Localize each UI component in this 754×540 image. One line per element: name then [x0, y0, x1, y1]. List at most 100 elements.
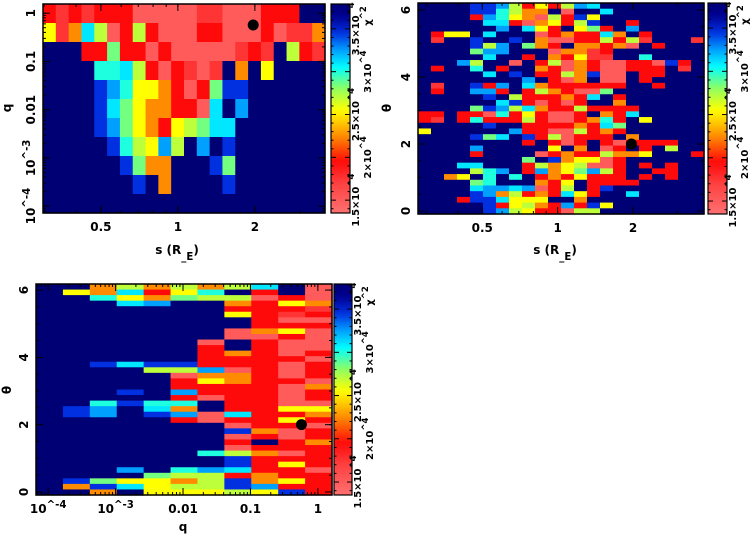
heatmap-cell: [483, 77, 497, 84]
heatmap-cell: [43, 137, 57, 157]
heatmap-cell: [107, 42, 121, 62]
heatmap-cell: [251, 422, 279, 429]
heatmap-cell: [312, 137, 326, 157]
heatmap-cell: [145, 23, 159, 43]
heatmap-cell: [574, 168, 588, 175]
heatmap-cell: [116, 333, 145, 341]
heatmap-cell: [305, 433, 333, 441]
heatmap-cell: [509, 14, 523, 21]
heatmap-cell: [224, 356, 252, 363]
heatmap-cell: [197, 378, 225, 385]
heatmap-cell: [509, 139, 523, 147]
heatmap-cell: [224, 311, 252, 318]
heatmap-cell: [418, 191, 432, 198]
y-tick-label: 0: [399, 207, 413, 215]
heatmap-cell: [665, 82, 679, 90]
heatmap-cell: [197, 350, 225, 357]
heatmap-cell: [116, 400, 145, 407]
heatmap-cell: [639, 94, 653, 101]
heatmap-cell: [665, 31, 679, 38]
heatmap-cell: [36, 378, 64, 385]
heatmap-cell: [548, 60, 562, 67]
heatmap-cell: [639, 31, 653, 38]
axis-ticks: [418, 3, 704, 214]
heatmap-cell: [62, 439, 91, 446]
heatmap-cell: [431, 8, 445, 15]
heatmap-cell: [143, 367, 172, 374]
heatmap-cell: [535, 20, 549, 27]
heatmap-cell: [431, 134, 445, 141]
heatmap-cell: [457, 48, 471, 55]
heatmap-cell: [574, 111, 588, 118]
heatmap-cell: [639, 208, 653, 215]
heatmap-cell: [143, 395, 172, 402]
heatmap-cell: [68, 4, 83, 24]
heatmap-cell: [170, 378, 199, 385]
heatmap-cell: [535, 60, 549, 67]
heatmap-cell: [431, 54, 445, 61]
heatmap-cell: [197, 489, 225, 496]
heatmap-cell: [600, 48, 614, 55]
heatmap-cell: [613, 111, 627, 118]
heatmap-cell: [665, 208, 679, 215]
heatmap-cell: [116, 445, 145, 452]
heatmap-cell: [89, 306, 118, 313]
heatmap-cell: [483, 134, 497, 141]
heatmap-cell: [535, 128, 549, 135]
heatmap-cell: [197, 289, 225, 296]
heatmap-cell: [652, 99, 666, 107]
y-tick-label: 6: [399, 6, 413, 14]
heatmap-cell: [470, 111, 484, 118]
heatmap-cell: [691, 105, 705, 112]
heatmap-cell: [652, 117, 666, 124]
heatmap-cell: [691, 82, 705, 90]
heatmap-cell: [170, 411, 199, 418]
heatmap-cell: [548, 20, 562, 27]
heatmap-cell: [116, 439, 145, 446]
heatmap-cell: [535, 31, 549, 38]
heatmap-cell: [496, 128, 510, 135]
heatmap-cell: [509, 54, 523, 61]
heatmap-cell: [248, 80, 262, 100]
heatmap-cell: [62, 411, 91, 418]
heatmap-cell: [305, 378, 333, 385]
heatmap-cell: [278, 284, 306, 291]
heatmap-cell: [548, 99, 562, 107]
heatmap-cell: [652, 174, 666, 181]
heatmap-cell: [89, 422, 118, 429]
heatmap-cell: [62, 383, 91, 391]
heatmap-cell: [431, 162, 445, 169]
heatmap-cell: [260, 118, 275, 138]
heatmap-cell: [691, 185, 705, 192]
heatmap-cell: [143, 284, 172, 291]
heatmap-cell: [678, 134, 692, 141]
heatmap-cell: [665, 128, 679, 135]
heatmap-cell: [509, 202, 523, 209]
heatmap-cell: [143, 422, 172, 429]
heatmap-cell: [470, 208, 484, 215]
heatmap-cell: [89, 295, 118, 302]
heatmap-cell: [600, 134, 614, 141]
heatmap-cell: [548, 37, 562, 44]
heatmap-cell: [444, 151, 458, 158]
heatmap-cell: [116, 406, 145, 413]
heatmap-cell: [548, 139, 562, 147]
heatmap-cell: [224, 472, 252, 479]
heatmap-cell: [444, 88, 458, 95]
x-axis-label: s (R_E): [155, 243, 199, 263]
heatmap-cell: [89, 339, 118, 346]
heatmap-cell: [224, 445, 252, 452]
heatmap-cell: [36, 461, 64, 468]
heatmap-cell: [89, 450, 118, 457]
heatmap-cell: [132, 61, 147, 81]
heatmap-cell: [89, 461, 118, 468]
heatmap-cell: [574, 122, 588, 130]
heatmap-cell: [278, 400, 306, 407]
heatmap-cell: [548, 8, 562, 15]
heatmap-cell: [444, 162, 458, 169]
heatmap-cell: [548, 94, 562, 101]
heatmap-cell: [509, 111, 523, 118]
heatmap-cell: [678, 20, 692, 27]
heatmap-cell: [418, 162, 432, 169]
heatmap-cell: [431, 25, 445, 33]
